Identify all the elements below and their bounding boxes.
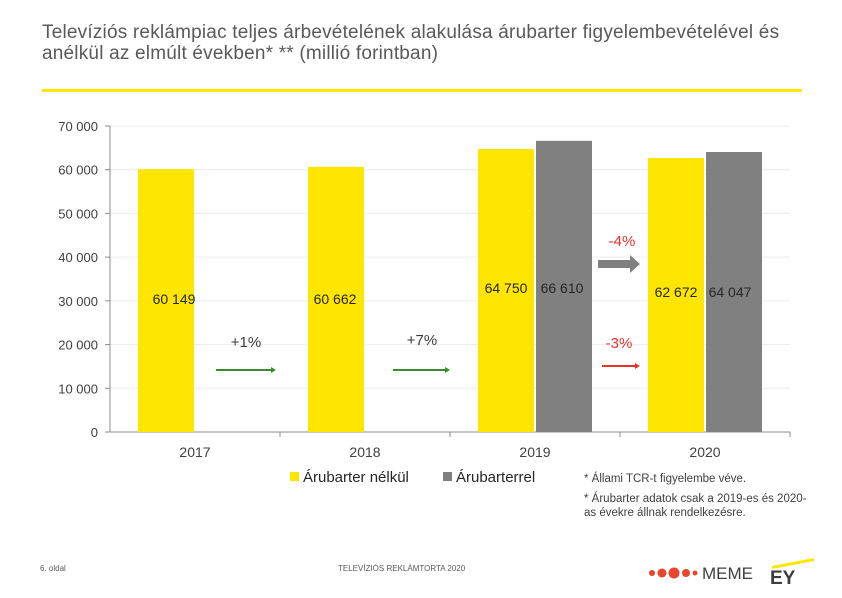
y-tick-label: 30 000 xyxy=(58,294,98,309)
legend-swatch-arubarterrel xyxy=(443,472,452,481)
data-label-2019: 66 610 xyxy=(541,280,584,296)
bar-arubarter-nelkul-2018 xyxy=(308,166,364,432)
y-tick-label: 0 xyxy=(91,425,98,440)
x-tick-label: 2019 xyxy=(519,444,550,460)
bar-arubarter-nelkul-2017 xyxy=(138,169,194,433)
y-tick-label: 10 000 xyxy=(58,381,98,396)
legend-swatch-arubarter-nelkul xyxy=(290,472,299,481)
bar-arubarterrel-2020 xyxy=(706,152,762,432)
growth-label: +7% xyxy=(407,332,437,349)
y-tick-label: 70 000 xyxy=(58,119,98,134)
bar-arubarter-nelkul-2019 xyxy=(478,148,534,432)
meme-logo: MEME xyxy=(648,560,758,591)
page-number: 6. oldal xyxy=(40,564,66,573)
growth-arrow-icon xyxy=(598,255,640,273)
legend-label-arubarterrel: Árubarterrel xyxy=(456,469,535,486)
growth-label: -3% xyxy=(606,335,633,352)
title-underline xyxy=(42,89,802,92)
bar-arubarterrel-2019 xyxy=(536,140,592,432)
note-barter: * Árubarter adatok csak a 2019-es és 202… xyxy=(584,493,807,519)
data-label-2018: 60 662 xyxy=(314,291,357,307)
y-tick-label: 60 000 xyxy=(58,163,98,178)
meme-logo-text: MEME xyxy=(702,564,753,583)
data-label-2020: 62 672 xyxy=(655,284,698,300)
y-tick-label: 20 000 xyxy=(58,338,98,353)
ey-logo-mark-icon: EY xyxy=(770,558,814,589)
growth-label: +1% xyxy=(231,334,261,351)
legend-label-arubarter-nelkul: Árubarter nélkül xyxy=(303,469,409,486)
growth-arrow-icon xyxy=(635,363,640,369)
ey-logo: EY xyxy=(768,556,818,591)
x-tick-label: 2018 xyxy=(349,444,380,460)
note-tcr: * Állami TCR-t figyelembe véve. xyxy=(584,473,747,485)
data-label-2019: 64 750 xyxy=(485,280,528,296)
data-label-2020: 64 047 xyxy=(709,284,752,300)
growth-arrow-icon xyxy=(445,367,450,373)
meme-logo-dots-icon: MEME xyxy=(649,564,753,583)
bar-arubarter-nelkul-2020 xyxy=(648,158,704,433)
y-tick-label: 50 000 xyxy=(58,206,98,221)
chart-title: Televíziós reklámpiac teljes árbevételén… xyxy=(42,22,780,64)
footer-title: TELEVÍZIÓS REKLÁMTORTA 2020 xyxy=(338,564,466,573)
growth-arrow-icon xyxy=(271,367,276,373)
y-tick-label: 40 000 xyxy=(58,250,98,265)
x-tick-label: 2020 xyxy=(689,444,720,460)
ey-logo-text: EY xyxy=(770,568,796,586)
data-label-2017: 60 149 xyxy=(153,291,196,307)
growth-label: -4% xyxy=(609,233,636,250)
x-tick-label: 2017 xyxy=(179,444,210,460)
